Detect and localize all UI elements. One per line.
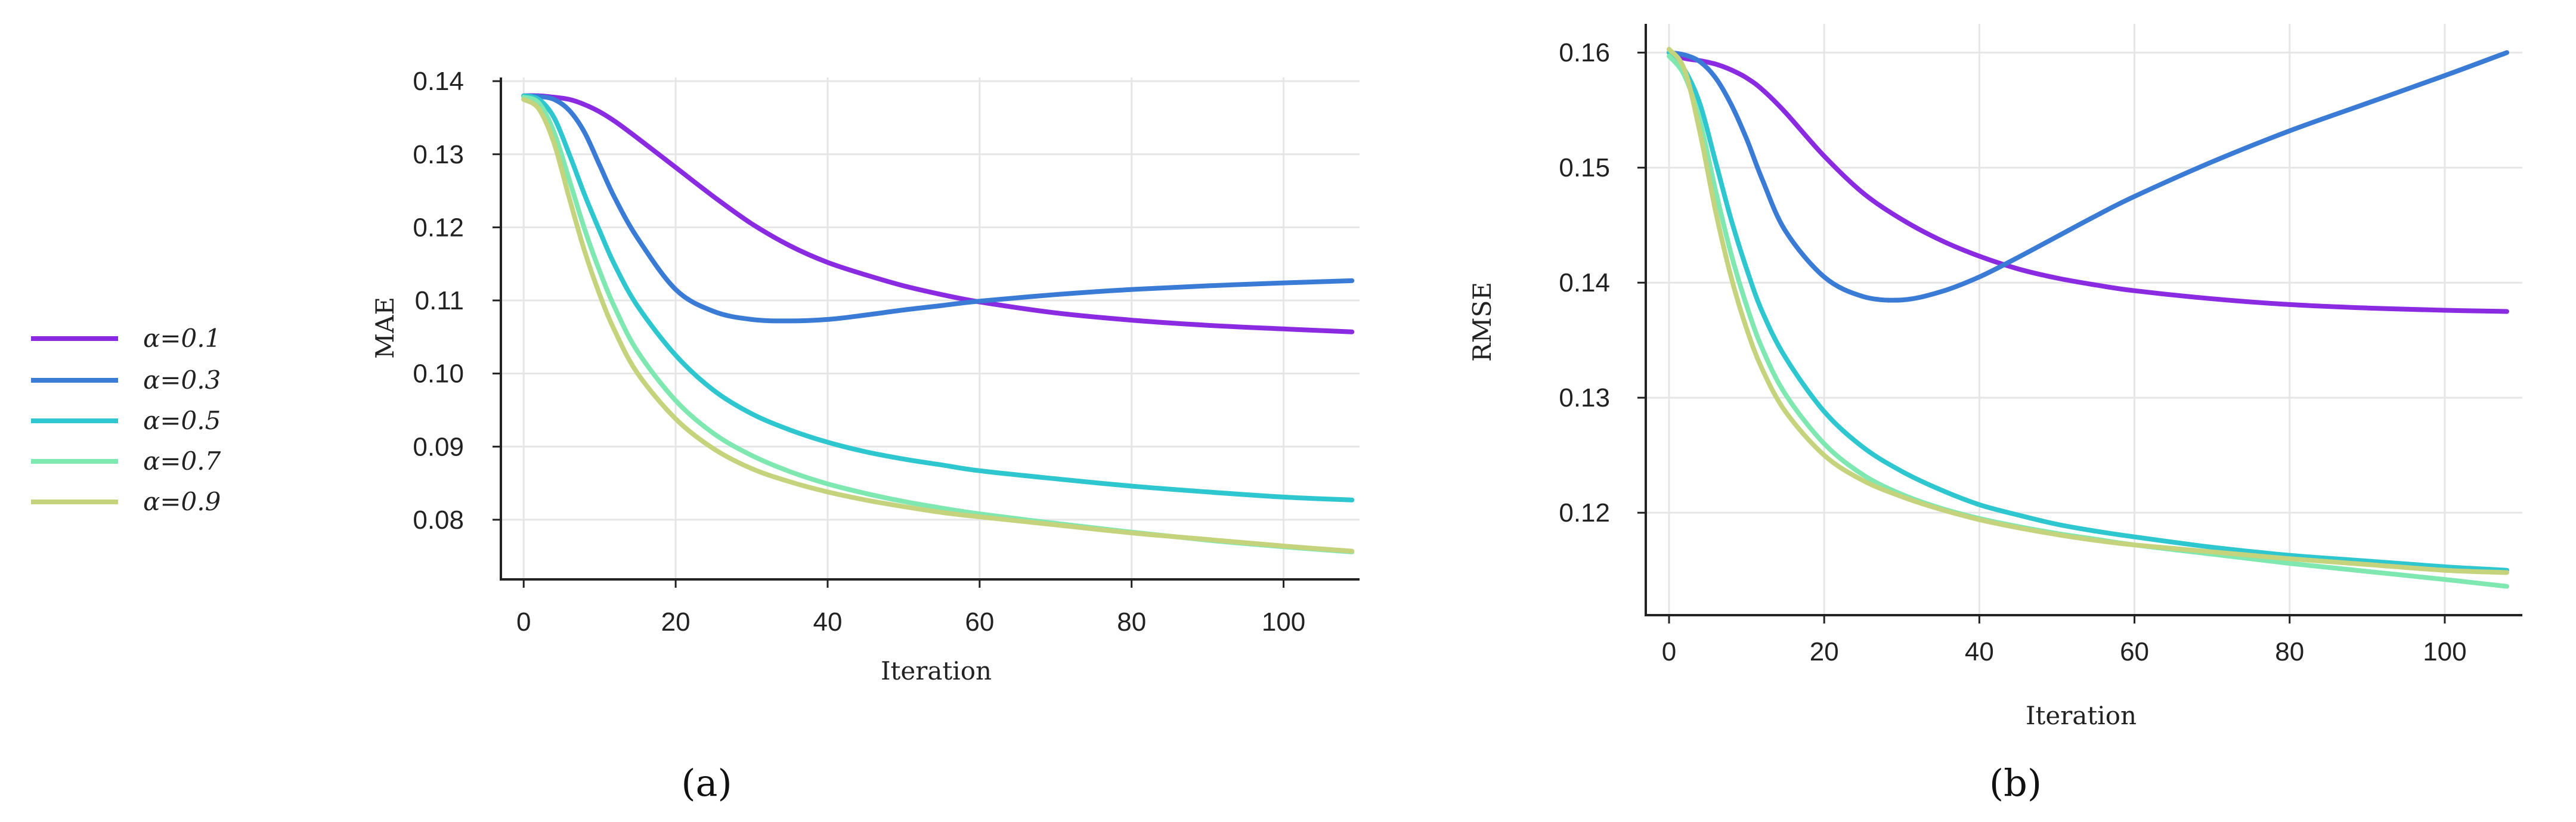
series-line-09 — [521, 97, 1355, 554]
series-line-03 — [1667, 50, 2509, 303]
series-line-09 — [1667, 46, 2509, 575]
x-tick-label: 100 — [2423, 637, 2466, 666]
x-tick-label: 0 — [516, 607, 531, 637]
axes-frame-b — [1645, 24, 2522, 616]
y-axis-label-b: RMSE — [1467, 282, 1497, 362]
legend-entry: α=0.9 — [31, 487, 221, 516]
y-tick-label: 0.12 — [1559, 498, 1610, 528]
y-tick-label: 0.11 — [415, 286, 464, 315]
legend-entry: α=0.1 — [31, 324, 221, 353]
x-tick-label: 80 — [1117, 607, 1146, 637]
y-tick-label: 0.08 — [413, 505, 464, 535]
series-line-05 — [521, 93, 1355, 502]
legend: α=0.1 α=0.3 α=0.5 α=0.7 α=0.9 — [31, 324, 221, 516]
legend-entry: α=0.5 — [31, 406, 221, 435]
x-ticks-b: 0 20 40 60 80 100 — [1662, 615, 2467, 666]
x-tick-label: 60 — [2120, 637, 2149, 666]
y-tick-label: 0.14 — [413, 67, 464, 96]
x-axis-label-b: Iteration — [2026, 701, 2137, 730]
legend-entry: α=0.3 — [31, 365, 221, 395]
series-line-05 — [1667, 50, 2509, 573]
x-tick-label: 0 — [1662, 637, 1676, 666]
y-ticks-b: 0.12 0.13 0.14 0.15 0.16 — [1559, 38, 1646, 528]
panel-label-a: (a) — [681, 761, 732, 805]
series-line-03 — [521, 93, 1355, 324]
series-line-01 — [521, 93, 1355, 334]
x-tick-label: 20 — [1810, 637, 1839, 666]
y-tick-label: 0.15 — [1559, 153, 1610, 182]
chart-panel-b: 0 20 40 60 80 100 0.12 0.13 0.14 0.15 0.16 Iterat… — [1467, 24, 2522, 805]
y-tick-label: 0.09 — [413, 432, 464, 461]
y-tick-label: 0.14 — [1559, 268, 1610, 297]
x-tick-label: 40 — [1965, 637, 1994, 666]
x-tick-label: 80 — [2275, 637, 2304, 666]
chart-panel-a: 0 20 40 60 80 100 0.08 0.09 0.10 0.11 0.12 0.13 0.1… — [370, 67, 1360, 805]
x-tick-label: 100 — [1262, 607, 1305, 637]
y-tick-label: 0.16 — [1559, 38, 1610, 67]
panel-label-b: (b) — [1989, 761, 2042, 805]
legend-label: α=0.5 — [143, 406, 221, 435]
legend-label: α=0.7 — [143, 446, 221, 476]
series-line-07 — [1667, 54, 2509, 589]
y-tick-label: 0.13 — [413, 140, 464, 169]
series-group-a — [521, 93, 1355, 554]
series-line-01 — [1667, 50, 2509, 314]
legend-entry: α=0.7 — [31, 446, 221, 476]
legend-label: α=0.9 — [143, 487, 221, 516]
x-ticks-a: 0 20 40 60 80 100 — [516, 579, 1305, 637]
series-group-b — [1667, 46, 2509, 589]
y-tick-label: 0.12 — [413, 213, 464, 242]
grid-b — [1646, 24, 2522, 615]
legend-label: α=0.1 — [143, 324, 221, 353]
legend-label: α=0.3 — [143, 365, 221, 395]
x-axis-label-a: Iteration — [881, 656, 992, 685]
x-tick-label: 40 — [813, 607, 842, 637]
grid-a — [501, 77, 1360, 579]
x-tick-label: 60 — [965, 607, 994, 637]
y-tick-label: 0.10 — [413, 359, 464, 389]
axes-frame-a — [500, 77, 1360, 581]
y-axis-label-a: MAE — [370, 297, 400, 359]
y-tick-label: 0.13 — [1559, 383, 1610, 412]
y-ticks-a: 0.08 0.09 0.10 0.11 0.12 0.13 0.14 — [413, 67, 501, 535]
x-tick-label: 20 — [661, 607, 691, 637]
